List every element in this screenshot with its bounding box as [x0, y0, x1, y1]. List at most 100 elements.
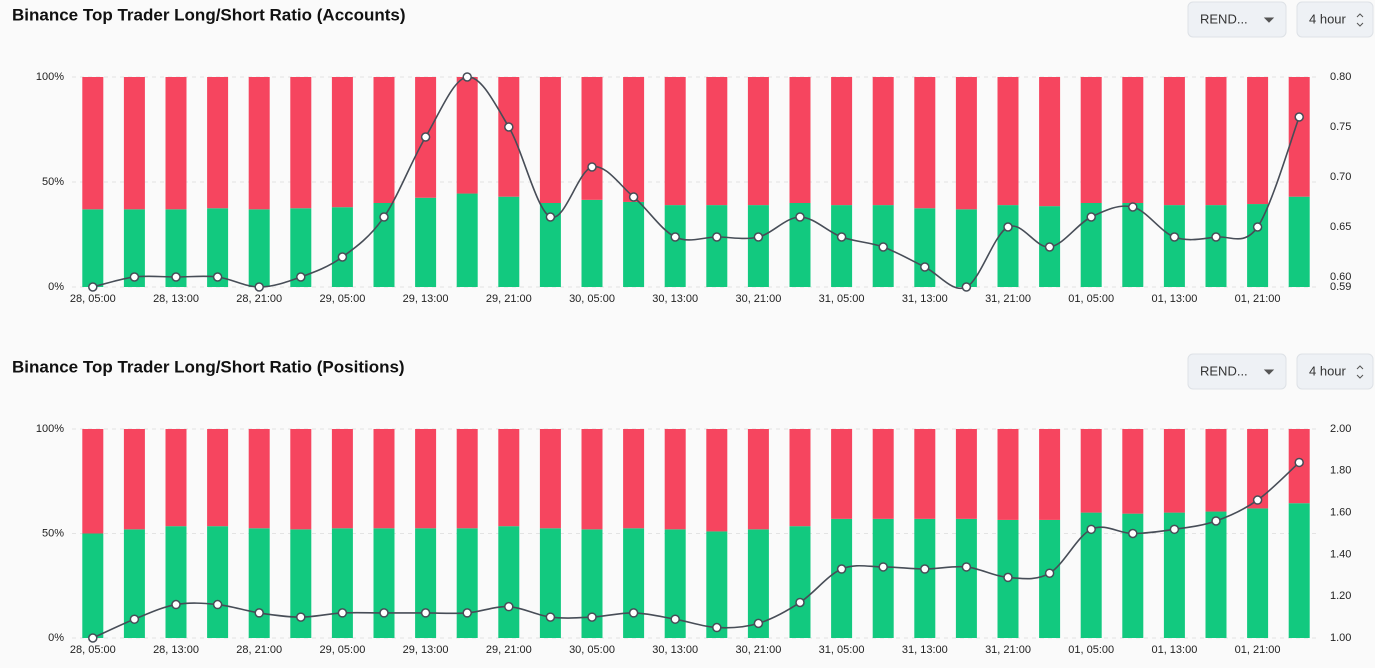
ratio-point: [587, 162, 597, 172]
dropdown-box[interactable]: [1187, 1, 1287, 38]
ratio-point: [878, 562, 888, 572]
bar-short: [747, 77, 769, 206]
ratio-point: [961, 282, 972, 292]
x-tick-label: 30, 21:00: [735, 293, 781, 305]
bar-long: [955, 209, 977, 287]
ratio-point: [129, 272, 140, 282]
bar-short: [1122, 77, 1144, 203]
y-tick-label: 0%: [48, 632, 64, 644]
bar-long: [82, 533, 104, 638]
bar-short: [373, 77, 395, 203]
bar-long: [539, 203, 561, 287]
dropdown-caret[interactable]: [1356, 365, 1364, 379]
bar-short: [498, 77, 520, 197]
dropdown[interactable]: REND...: [1187, 353, 1287, 390]
ratio-point: [836, 232, 847, 242]
bar-long: [290, 529, 312, 638]
bar-short: [747, 429, 769, 530]
ratio-point: [504, 601, 514, 612]
bar-long: [248, 528, 270, 638]
ratio-point: [88, 633, 98, 643]
x-tick-label: 01, 05:00: [1068, 293, 1114, 305]
dropdown-label[interactable]: REND...: [1200, 363, 1248, 378]
ratio-point: [712, 622, 722, 633]
dropdown-label[interactable]: 4 hour: [1309, 363, 1347, 378]
bar-short: [165, 429, 187, 527]
x-tick-label: 29, 21:00: [486, 644, 532, 656]
x-tick-label: 01, 21:00: [1235, 293, 1281, 305]
bar-short: [248, 77, 270, 210]
bar-long: [1288, 196, 1310, 287]
bar-short: [498, 429, 520, 527]
bar-short: [789, 429, 811, 527]
x-tick-label: 28, 13:00: [153, 293, 199, 305]
ratio-point: [1003, 572, 1013, 583]
x-tick-label: 01, 21:00: [1235, 644, 1281, 656]
x-tick-label: 30, 05:00: [569, 644, 615, 656]
x-tick-label: 30, 13:00: [652, 644, 698, 656]
bar-short: [831, 77, 853, 206]
x-tick-label: 31, 13:00: [902, 293, 948, 305]
dropdown[interactable]: 4 hour: [1296, 1, 1374, 38]
dropdown-label[interactable]: REND...: [1200, 11, 1248, 26]
bar-long: [1205, 511, 1227, 638]
bar-short: [706, 77, 728, 206]
bar-short: [165, 77, 187, 210]
ratio-point: [1044, 568, 1055, 578]
x-tick-label: 31, 05:00: [819, 644, 865, 656]
ratio-point: [337, 608, 348, 618]
dropdown-box[interactable]: [1187, 353, 1287, 390]
ratio-point: [878, 242, 888, 252]
bar-short: [290, 429, 312, 530]
bar-short: [82, 77, 104, 210]
bar-long: [581, 199, 603, 287]
bar-long: [581, 529, 603, 638]
bar-long: [498, 196, 520, 287]
bar-short: [207, 77, 229, 209]
dropdown-caret[interactable]: [1263, 369, 1275, 375]
bar-long: [165, 209, 187, 287]
bar-long: [1163, 205, 1185, 287]
x-tick-label: 29, 13:00: [403, 293, 449, 305]
dropdown-box[interactable]: [1296, 353, 1374, 390]
bar-short: [123, 77, 145, 210]
x-tick-label: 29, 21:00: [486, 293, 532, 305]
bar-long: [82, 209, 104, 287]
bar-short: [373, 429, 395, 529]
bar-long: [1122, 203, 1144, 287]
bar-long: [831, 518, 853, 638]
dropdown[interactable]: REND...: [1187, 1, 1287, 38]
bar-short: [331, 429, 353, 529]
ratio-point: [1128, 202, 1138, 212]
bar-short: [872, 429, 894, 519]
bar-long: [123, 209, 145, 287]
ratio-point: [462, 608, 472, 618]
ratio-point: [212, 599, 223, 610]
y-tick-label: 0%: [48, 281, 64, 293]
bar-long: [415, 197, 437, 287]
ratio-point: [920, 564, 930, 574]
ratio-point: [129, 614, 140, 624]
ratio-point: [628, 608, 639, 618]
dropdown-label[interactable]: 4 hour: [1309, 11, 1347, 26]
bar-long: [1080, 203, 1102, 287]
dropdown-caret[interactable]: [1356, 13, 1364, 27]
bar-long: [747, 529, 769, 638]
dropdown[interactable]: 4 hour: [1296, 353, 1374, 390]
bar-long: [123, 529, 145, 638]
ratio-point: [420, 132, 431, 142]
dropdown-caret[interactable]: [1263, 17, 1275, 23]
y-tick-label: 100%: [36, 71, 64, 83]
dropdown-box[interactable]: [1296, 1, 1374, 38]
ratio-point: [88, 282, 98, 292]
x-tick-label: 31, 21:00: [985, 644, 1031, 656]
bar-long: [623, 201, 645, 287]
bar-long: [1247, 508, 1269, 638]
ratio-point: [545, 612, 556, 622]
bar-short: [82, 429, 104, 534]
bar-long: [331, 528, 353, 638]
bar-short: [539, 429, 561, 529]
ratio-point: [587, 612, 597, 622]
bar-short: [248, 429, 270, 529]
